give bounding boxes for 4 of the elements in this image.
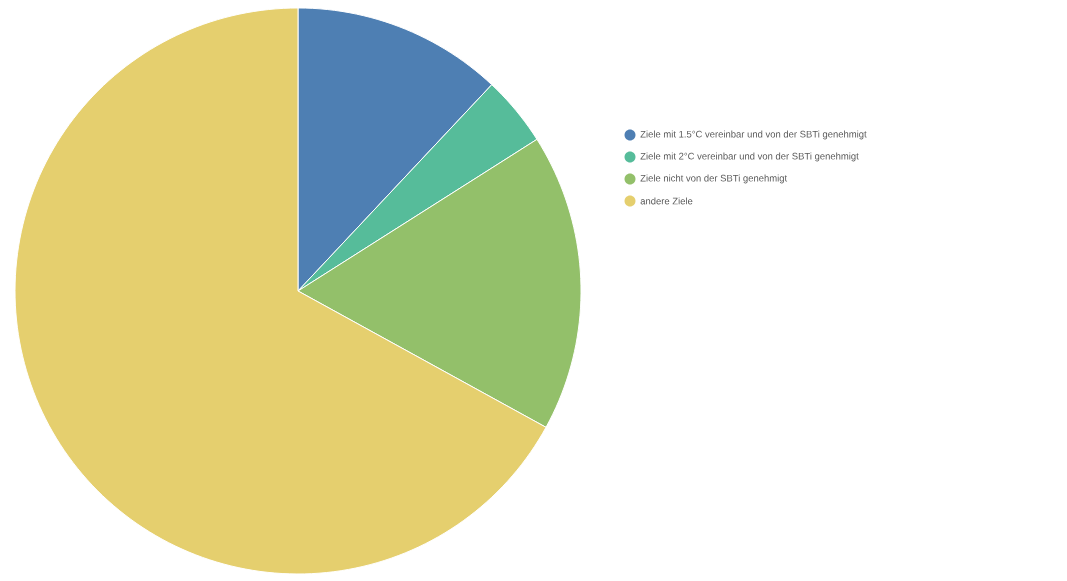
legend-label: Ziele mit 2°C vereinbar und von der SBTi genehmigt (640, 152, 859, 162)
legend-label: Ziele mit 1.5°C vereinbar und von der SBTi genehmigt (640, 130, 867, 140)
legend-label: Ziele nicht von der SBTi genehmigt (640, 174, 788, 184)
legend-label: andere Ziele (640, 197, 693, 205)
